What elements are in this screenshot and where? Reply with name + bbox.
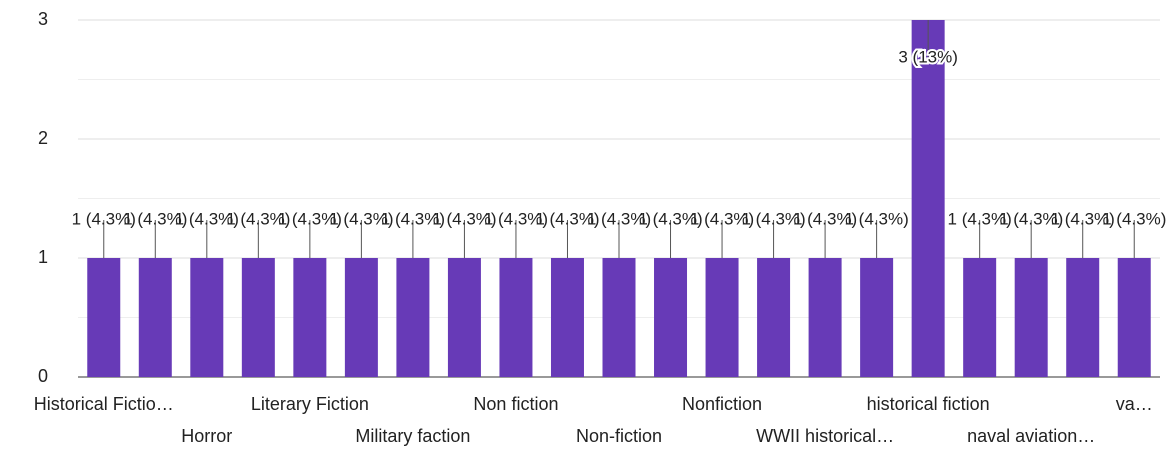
value-label: 1 (4.3%) (999, 209, 1063, 228)
bar (138, 258, 172, 377)
value-label: 1 (4.3%) (381, 209, 445, 228)
bar (293, 258, 327, 377)
bar (550, 258, 584, 377)
bar (808, 258, 842, 377)
bar (654, 258, 688, 377)
value-label: 1 (4.3%) (1102, 209, 1166, 228)
x-tick-label: Historical Fictio… (34, 394, 174, 414)
bar (1066, 258, 1100, 377)
bar (241, 258, 275, 377)
value-label: 1 (4.3%) (690, 209, 754, 228)
bar (344, 258, 378, 377)
value-label: 1 (4.3%) (329, 209, 393, 228)
bar (1117, 258, 1151, 377)
bar (190, 258, 224, 377)
x-tick-label: Literary Fiction (251, 394, 369, 414)
bar (860, 258, 894, 377)
value-label: 1 (4.3%) (948, 209, 1012, 228)
value-label: 1 (4.3%) (844, 209, 908, 228)
bar (87, 258, 121, 377)
value-label: 1 (4.3%) (432, 209, 496, 228)
x-tick-label: Horror (181, 426, 232, 446)
value-label: 1 (4.3%) (123, 209, 187, 228)
bar (757, 258, 791, 377)
y-tick-label: 2 (38, 128, 48, 148)
x-tick-label: Military faction (355, 426, 470, 446)
bar (911, 20, 945, 377)
x-tick-label: historical fiction (867, 394, 990, 414)
value-label: 1 (4.3%) (1051, 209, 1115, 228)
x-tick-label: Non fiction (473, 394, 558, 414)
x-tick-label: Non-fiction (576, 426, 662, 446)
y-tick-label: 1 (38, 247, 48, 267)
value-label: 1 (4.3%) (278, 209, 342, 228)
y-tick-label: 3 (38, 9, 48, 29)
bar (396, 258, 430, 377)
value-label: 1 (4.3%) (484, 209, 548, 228)
x-tick-label: naval aviation… (967, 426, 1095, 446)
value-label: 1 (4.3%) (175, 209, 239, 228)
value-label: 1 (4.3%) (587, 209, 651, 228)
bar (963, 258, 997, 377)
bar (1014, 258, 1048, 377)
bar (447, 258, 481, 377)
bar (499, 258, 533, 377)
x-tick-label: Nonfiction (682, 394, 762, 414)
value-label: 1 (4.3%) (793, 209, 857, 228)
value-label: 1 (4.3%) (638, 209, 702, 228)
x-tick-label: WWII historical… (756, 426, 894, 446)
y-tick-label: 0 (38, 366, 48, 386)
value-label: 1 (4.3%) (72, 209, 136, 228)
x-tick-label: va… (1116, 394, 1153, 414)
bar (705, 258, 739, 377)
bar (602, 258, 636, 377)
value-label: 3 (13%) (898, 47, 958, 66)
value-label: 1 (4.3%) (226, 209, 290, 228)
value-label: 1 (4.3%) (741, 209, 805, 228)
value-label: 1 (4.3%) (535, 209, 599, 228)
